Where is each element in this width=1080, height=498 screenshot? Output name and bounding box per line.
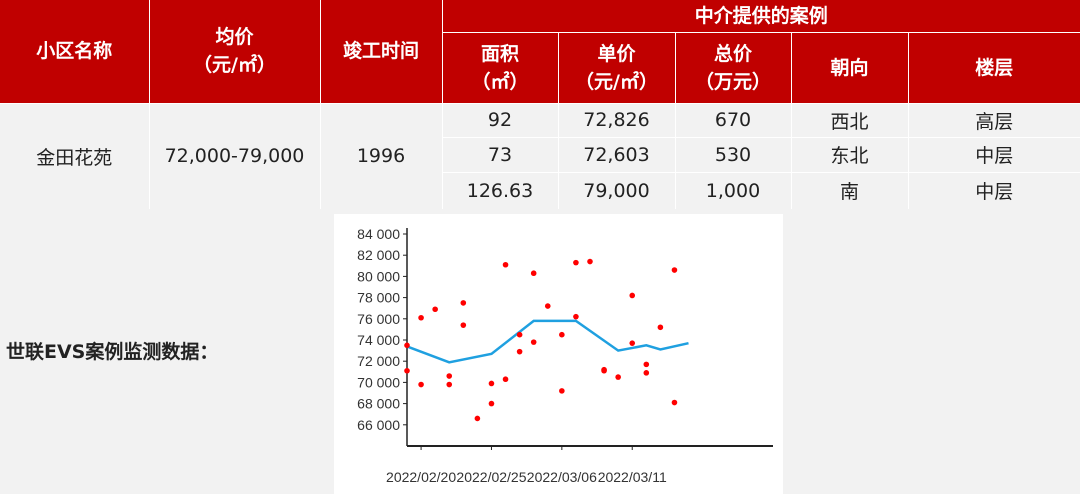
y-tick-label: 78 000 (357, 290, 400, 306)
header-completion-time: 竣工时间 (320, 0, 443, 104)
table-row: 金田花苑 72,000-79,000 1996 92 72,826 670 西北… (0, 103, 1080, 210)
case-area: 126.63 (442, 172, 559, 210)
y-tick-label: 68 000 (357, 396, 400, 412)
case-area: 73 (442, 137, 559, 173)
community-completion-year: 1996 (320, 103, 443, 210)
data-point (488, 400, 495, 407)
table-row: 73 72,603 530 东北 中层 (0, 137, 1080, 173)
y-tick-label: 74 000 (357, 332, 400, 348)
data-point (446, 381, 453, 388)
data-point (404, 367, 410, 374)
data-point (629, 340, 636, 346)
header-orientation: 朝向 (791, 32, 909, 104)
data-point (404, 342, 410, 349)
data-point (601, 367, 607, 374)
header-agency-cases: 中介提供的案例 (442, 0, 1080, 33)
case-total-price: 1,000 (675, 172, 792, 210)
case-unit-price: 72,826 (558, 103, 676, 138)
data-point (544, 303, 551, 309)
case-orientation: 南 (791, 172, 909, 210)
header-total-price: 总价 （万元） (675, 32, 792, 104)
data-point (559, 388, 565, 394)
community-name: 金田花苑 (0, 103, 150, 210)
cases-table: 小区名称 均价 （元/㎡） 竣工时间 中介提供的案例 面积 （㎡） 单价 （元/㎡） … (0, 0, 1080, 210)
data-point (474, 415, 481, 422)
data-point (643, 361, 650, 368)
data-point (643, 370, 650, 376)
case-unit-price: 72,603 (558, 137, 676, 173)
trend-line (406, 319, 689, 364)
data-point (460, 300, 467, 306)
case-floor: 高层 (908, 103, 1080, 138)
y-tick-label: 72 000 (357, 353, 400, 369)
y-tick-label: 76 000 (357, 311, 400, 327)
y-tick-label: 84 000 (357, 226, 400, 242)
data-point (615, 374, 621, 380)
y-tick-label: 80 000 (357, 268, 400, 284)
community-avg-price: 72,000-79,000 (149, 103, 321, 210)
data-point (418, 314, 424, 321)
x-tick-label: 2022/02/20 (386, 469, 456, 485)
y-tick-label: 70 000 (357, 374, 400, 390)
evs-chart: 84 000 82 000 80 000 78 000 76 000 74 000 72 0… (334, 214, 783, 494)
case-orientation: 西北 (791, 103, 909, 138)
evs-label: 世联EVS案例监测数据： (6, 341, 219, 363)
x-tick-label: 2022/03/06 (527, 469, 597, 485)
data-point (657, 324, 664, 331)
data-point (573, 313, 579, 320)
header-area: 面积 （㎡） (442, 32, 559, 104)
data-point (516, 331, 523, 338)
data-point (432, 306, 438, 313)
data-point (446, 373, 453, 379)
y-tick-label: 82 000 (357, 247, 400, 263)
data-point (418, 381, 424, 388)
header-community-name: 小区名称 (0, 0, 150, 104)
table-row: 126.63 79,000 1,000 南 中层 (0, 172, 1080, 210)
case-orientation: 东北 (791, 137, 909, 173)
y-tick-label: 66 000 (357, 417, 400, 433)
x-tick-label: 2022/03/11 (598, 469, 667, 485)
header-floor: 楼层 (908, 32, 1080, 104)
data-point (559, 331, 565, 338)
data-point (629, 292, 636, 299)
case-unit-price: 79,000 (558, 172, 676, 210)
evs-chart-svg: 84 000 82 000 80 000 78 000 76 000 74 000 72 0… (357, 226, 773, 485)
data-point (671, 399, 678, 406)
case-floor: 中层 (908, 172, 1080, 210)
data-point (488, 380, 495, 387)
header-avg-price: 均价 （元/㎡） (149, 0, 321, 104)
data-point (516, 348, 523, 355)
data-point (671, 267, 678, 273)
data-point (502, 376, 509, 383)
data-point (530, 339, 537, 345)
data-point (573, 259, 579, 266)
data-point (530, 270, 537, 277)
case-total-price: 670 (675, 103, 792, 138)
data-point (587, 258, 593, 265)
evs-section: 世联EVS案例监测数据： 84 000 82 000 80 000 78 000 76 … (0, 209, 1080, 494)
header-unit-price: 单价 （元/㎡） (558, 32, 676, 104)
case-floor: 中层 (908, 137, 1080, 173)
case-total-price: 530 (675, 137, 792, 173)
data-point (460, 322, 467, 328)
case-area: 92 (442, 103, 559, 138)
x-tick-label: 2022/02/25 (456, 469, 526, 485)
data-point (502, 261, 509, 268)
